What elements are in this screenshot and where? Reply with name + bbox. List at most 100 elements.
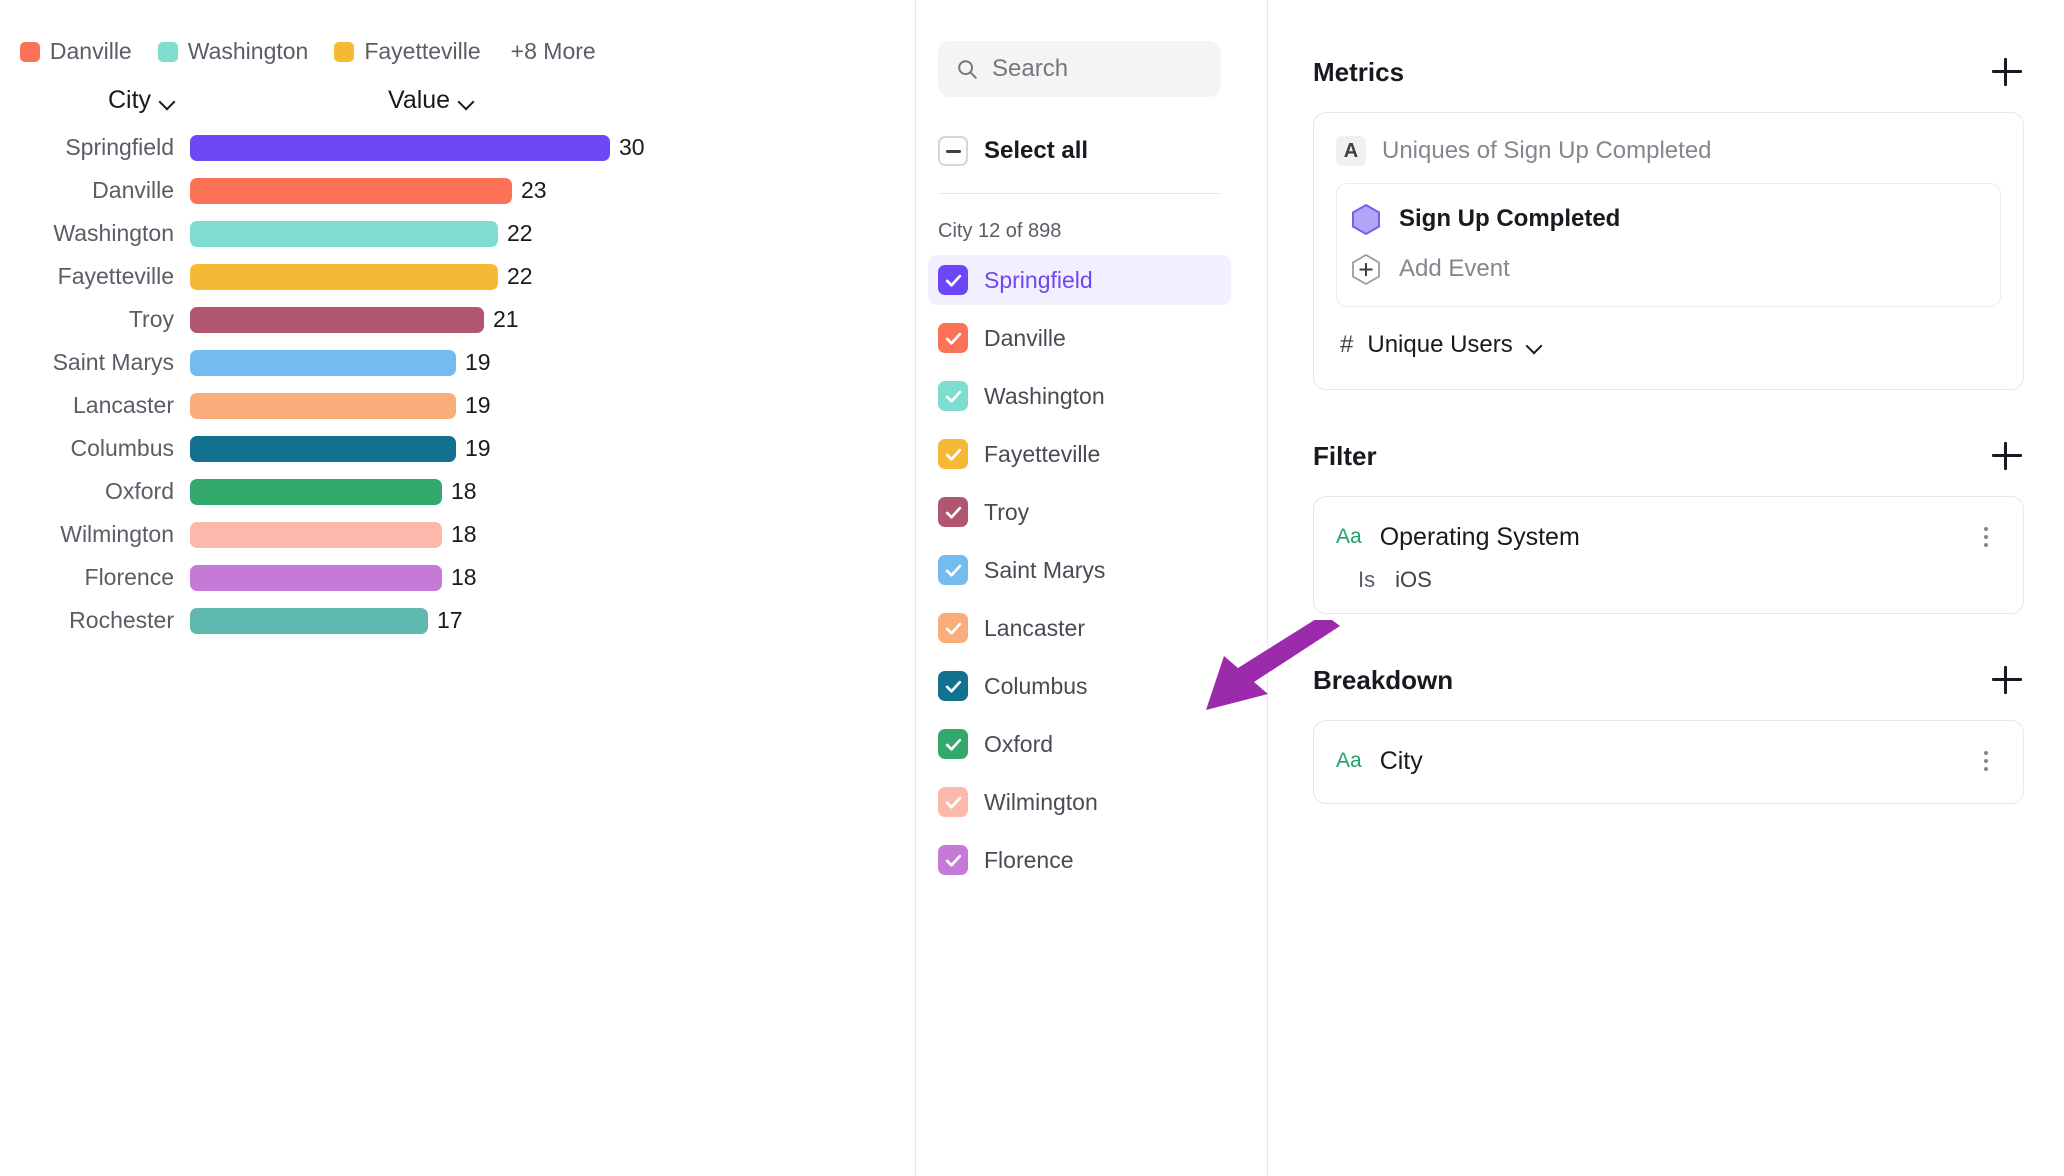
bar-category-label: Saint Marys [52,349,174,375]
filter-more-options-icon[interactable] [1971,522,2001,552]
bar-track: 18 [190,564,477,591]
bar-fill[interactable] [190,435,456,462]
legend-more-link[interactable]: +8 More [510,38,596,64]
city-checkbox[interactable] [938,845,968,875]
bar-category-label: Lancaster [72,392,174,418]
list-spacer [938,711,1245,719]
bar-row[interactable]: Troy 21 [0,298,915,341]
bar-row[interactable]: Florence 18 [0,556,915,599]
legend-item[interactable]: Washington [157,38,309,65]
bar-fill[interactable] [190,177,512,204]
filter-property-row[interactable]: Aa Operating System [1336,515,2001,559]
bar-fill[interactable] [190,220,498,247]
bar-fill[interactable] [190,478,442,505]
list-spacer [938,769,1245,777]
add-filter-button[interactable] [1990,439,2024,473]
city-list-item[interactable]: Oxford [928,719,1231,769]
legend-item[interactable]: Fayetteville [334,38,481,65]
city-list-item[interactable]: Washington [928,371,1231,421]
search-input[interactable] [992,55,1203,83]
legend-label: Washington [187,38,309,64]
bar-row[interactable]: Columbus 19 [0,427,915,470]
city-list-item[interactable]: Saint Marys [928,545,1231,595]
search-icon [956,58,978,80]
filter-card: Aa Operating System Is iOS [1313,496,2024,614]
bar-category-label: Danville [92,177,174,203]
city-list-item[interactable]: Florence [928,835,1231,885]
bar-row[interactable]: Springfield 30 [0,126,915,169]
city-checkbox[interactable] [938,671,968,701]
add-event-row[interactable]: Add Event [1351,244,1986,294]
bar-value-label: 22 [507,263,533,289]
filter-value-label: iOS [1395,567,1432,592]
city-checkbox[interactable] [938,265,968,295]
bar-category-label: Troy [128,306,174,332]
add-breakdown-button[interactable] [1990,663,2024,697]
city-list-item[interactable]: Fayetteville [928,429,1231,479]
select-all-checkbox[interactable] [938,136,968,166]
bar-row[interactable]: Rochester 17 [0,599,915,642]
bar-fill[interactable] [190,349,456,376]
legend-item[interactable]: Danville [19,38,132,65]
bar-category-label: Florence [84,564,174,590]
list-spacer [938,421,1245,429]
bar-row[interactable]: Washington 22 [0,212,915,255]
bar-fill[interactable] [190,392,456,419]
breakdown-more-options-icon[interactable] [1971,746,2001,776]
bar-row[interactable]: Oxford 18 [0,470,915,513]
city-label: Washington [984,382,1105,409]
city-checkbox[interactable] [938,323,968,353]
bar-chart: Springfield 30 Danville 23 Washington 22 Fayet… [0,126,915,642]
city-checkbox[interactable] [938,497,968,527]
bar-row[interactable]: Danville 23 [0,169,915,212]
bar-value-label: 17 [437,607,463,633]
search-field[interactable] [938,41,1221,97]
add-metric-button[interactable] [1990,55,2024,89]
filter-title: Filter [1313,440,1377,471]
bar-fill[interactable] [190,564,442,591]
bar-fill[interactable] [190,521,442,548]
bar-row[interactable]: Wilmington 18 [0,513,915,556]
bar-track: 30 [190,134,645,161]
city-checkbox[interactable] [938,787,968,817]
bar-track: 19 [190,349,491,376]
column-header-value[interactable]: Value [388,86,475,115]
bar-fill[interactable] [190,306,484,333]
bar-row[interactable]: Lancaster 19 [0,384,915,427]
bar-fill[interactable] [190,134,610,161]
list-spacer [938,479,1245,487]
filter-condition-row[interactable]: Is iOS [1336,567,2001,593]
column-header-value-label: Value [388,86,451,114]
bar-fill[interactable] [190,607,428,634]
city-list-item[interactable]: Danville [928,313,1231,363]
city-list-item[interactable]: Columbus [928,661,1231,711]
event-row[interactable]: Sign Up Completed [1351,194,1986,244]
city-checkbox[interactable] [938,381,968,411]
chevron-down-icon [160,96,176,106]
breakdown-property-row[interactable]: Aa City [1336,739,2001,783]
aggregation-row[interactable]: # Unique Users [1336,321,2001,369]
city-label: Lancaster [984,614,1086,641]
select-all-row[interactable]: Select all [938,131,1245,171]
city-checkbox[interactable] [938,613,968,643]
city-list-item[interactable]: Wilmington [928,777,1231,827]
city-list-item[interactable]: Troy [928,487,1231,537]
city-list-item[interactable]: Lancaster [928,603,1231,653]
city-checkbox[interactable] [938,439,968,469]
city-list-item[interactable]: Springfield [928,255,1231,305]
column-header-city[interactable]: City [108,86,176,115]
bar-track: 18 [190,478,477,505]
bar-category-label: Washington [53,220,174,246]
breakdown-card[interactable]: Aa City [1313,720,2024,804]
bar-fill[interactable] [190,263,498,290]
event-name-label: Sign Up Completed [1399,205,1621,232]
city-checkbox[interactable] [938,729,968,759]
bar-row[interactable]: Fayetteville 22 [0,255,915,298]
city-checkbox[interactable] [938,555,968,585]
bar-row[interactable]: Saint Marys 19 [0,341,915,384]
bar-category-label: Springfield [65,134,174,160]
bar-track: 22 [190,220,533,247]
